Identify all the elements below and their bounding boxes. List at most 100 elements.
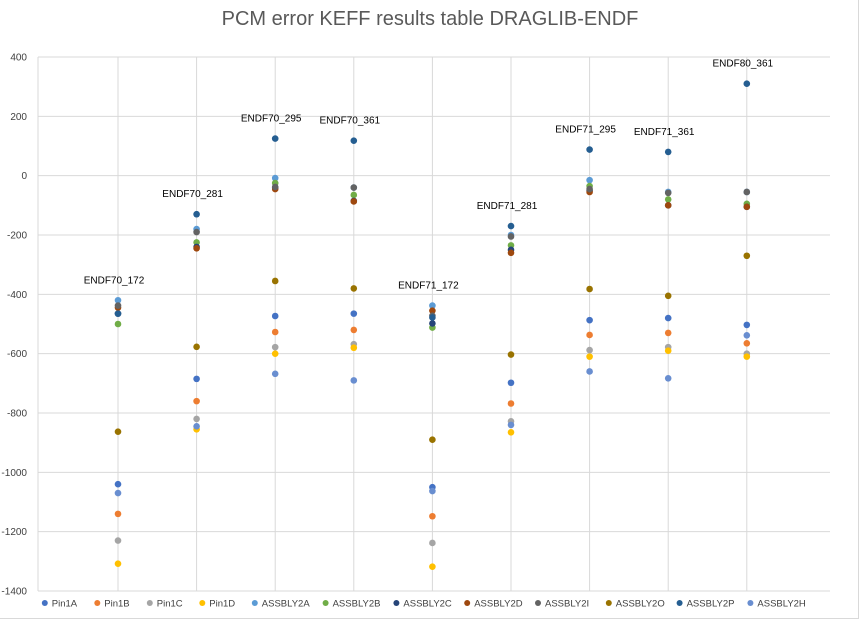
legend-marker — [94, 600, 101, 606]
y-tick-label: 400 — [10, 53, 27, 64]
data-point-pin1d — [429, 563, 436, 570]
legend-item-pin1b: Pin1B — [94, 599, 130, 610]
data-point-pin1b — [429, 512, 436, 520]
data-point-assbly2b — [664, 196, 672, 203]
data-point-assbly2a — [114, 296, 122, 304]
legend-item-assbly2o: ASSBLY2O — [605, 599, 665, 610]
legend-marker — [393, 600, 400, 606]
data-point-assbly2p — [429, 314, 436, 321]
legend-marker — [41, 600, 48, 606]
category-labels: ENDF70_172 ENDF70_281 ENDF70_295 ENDF70_361… — [84, 59, 774, 292]
y-axis-ticks: 400 200 0 -200 -400 -600 -800 -1000 -1200 -1400 — [1, 53, 27, 598]
data-point-assbly2o — [271, 277, 279, 285]
category-label: ENDF80_361 — [713, 59, 774, 70]
legend-label: Pin1A — [52, 599, 78, 610]
data-point-assbly2h — [429, 487, 436, 495]
data-point-assbly2o — [664, 292, 672, 300]
data-point-assbly2o — [429, 436, 436, 444]
data-point-pin1b — [350, 326, 358, 334]
data-point-assbly2h — [114, 489, 122, 497]
data-point-pin1b — [193, 397, 200, 405]
legend-marker — [535, 600, 541, 606]
category-label: ENDF70_361 — [320, 116, 381, 127]
data-point-assbly2i — [507, 233, 515, 240]
data-point-pin1b — [507, 400, 515, 407]
legend-label: ASSBLY2C — [403, 599, 452, 610]
category-label: ENDF71_361 — [634, 127, 695, 138]
legend-item-pin1a: Pin1A — [41, 599, 78, 610]
data-point-assbly2h — [586, 368, 593, 375]
legend-item-assbly2i: ASSBLY2I — [535, 599, 589, 610]
data-point-pin1b — [664, 329, 672, 337]
legend-item-assbly2c: ASSBLY2C — [393, 599, 452, 610]
data-point-assbly2p — [743, 80, 751, 87]
legend-label: Pin1B — [104, 599, 129, 610]
data-point-pin1d — [586, 353, 593, 360]
data-point-assbly2i — [114, 302, 122, 309]
legend-item-assbly2d: ASSBLY2D — [464, 599, 523, 610]
data-point-pin1a — [743, 321, 751, 329]
legend-item-assbly2p: ASSBLY2P — [676, 599, 735, 610]
data-point-assbly2i — [743, 188, 751, 196]
legend-label: ASSBLY2A — [262, 599, 311, 610]
data-point-assbly2p — [114, 310, 122, 317]
legend-marker — [322, 600, 329, 606]
data-point-assbly2a — [429, 302, 436, 309]
data-point-assbly2h — [664, 374, 672, 382]
y-tick-label: -800 — [7, 409, 27, 420]
legend-marker — [146, 600, 153, 606]
data-point-assbly2o — [114, 428, 122, 435]
data-point-assbly2d — [429, 307, 436, 314]
data-point-assbly2o — [350, 285, 358, 292]
data-point-assbly2i — [350, 184, 358, 191]
data-point-assbly2h — [193, 423, 200, 430]
data-point-assbly2h — [271, 370, 279, 378]
legend-item-assbly2a: ASSBLY2A — [251, 599, 311, 610]
legend-item-assbly2b: ASSBLY2B — [322, 599, 381, 610]
legend-marker — [464, 600, 471, 606]
data-point-assbly2h — [743, 331, 751, 339]
data-point-assbly2d — [193, 245, 200, 252]
data-point-assbly2p — [271, 135, 279, 142]
data-point-assbly2i — [271, 183, 279, 191]
legend-label: ASSBLY2O — [616, 599, 665, 610]
y-tick-label: -1400 — [1, 587, 27, 598]
data-point-pin1c — [586, 346, 593, 354]
data-point-assbly2b — [350, 191, 358, 199]
y-tick-label: -200 — [7, 231, 27, 242]
chart-title: PCM error KEFF results table DRAGLIB-END… — [221, 8, 639, 30]
y-tick-label: 200 — [10, 112, 27, 123]
data-point-pin1b — [586, 331, 593, 339]
data-point-pin1a — [350, 310, 358, 317]
data-points — [114, 80, 751, 570]
data-point-pin1d — [271, 350, 279, 357]
data-point-pin1c — [271, 343, 279, 351]
data-point-pin1c — [429, 539, 436, 547]
data-point-assbly2h — [507, 421, 515, 429]
data-point-pin1c — [193, 415, 200, 423]
legend-marker — [747, 600, 754, 606]
data-point-assbly2d — [743, 203, 751, 211]
data-point-pin1a — [664, 314, 672, 322]
data-point-assbly2p — [193, 210, 200, 218]
legend-item-pin1d: Pin1D — [199, 599, 235, 610]
legend-marker — [199, 600, 206, 606]
y-tick-label: -400 — [7, 290, 27, 301]
data-point-assbly2d — [664, 202, 672, 209]
legend-label: ASSBLY2I — [545, 599, 589, 610]
category-label: ENDF70_281 — [162, 189, 223, 200]
data-point-assbly2p — [350, 137, 358, 144]
legend-label: Pin1C — [157, 599, 183, 610]
legend-label: ASSBLY2P — [687, 599, 735, 610]
data-point-pin1d — [664, 347, 672, 355]
legend-label: ASSBLY2B — [333, 599, 381, 610]
data-point-pin1c — [114, 537, 122, 544]
data-point-assbly2a — [271, 174, 279, 182]
data-point-pin1a — [271, 312, 279, 320]
data-point-assbly2i — [664, 189, 672, 197]
legend-marker — [605, 600, 612, 606]
category-label: ENDF71_172 — [398, 281, 459, 292]
data-point-assbly2d — [350, 198, 358, 205]
